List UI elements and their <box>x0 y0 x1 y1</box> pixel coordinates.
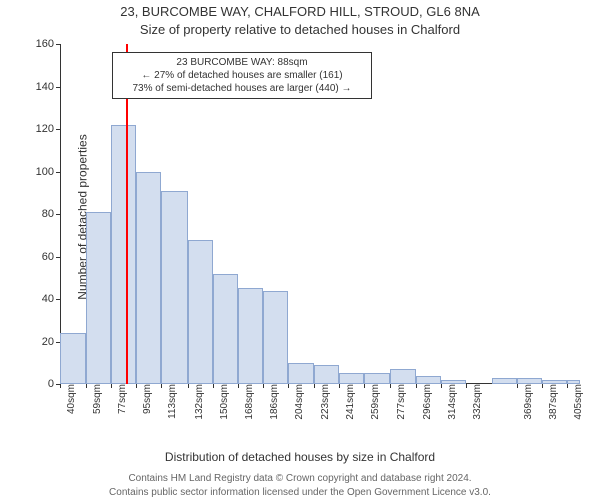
x-tick-label: 95sqm <box>140 384 153 414</box>
histogram-bar <box>238 288 263 384</box>
x-tick-mark <box>466 384 467 388</box>
footer-attribution-2: Contains public sector information licen… <box>0 487 600 498</box>
x-tick-label: 314sqm <box>445 384 458 420</box>
x-tick-mark <box>288 384 289 388</box>
x-tick-label: 186sqm <box>267 384 280 420</box>
x-tick-mark <box>263 384 264 388</box>
x-tick-label: 332sqm <box>470 384 483 420</box>
histogram-bar <box>288 363 314 384</box>
x-tick-label: 150sqm <box>217 384 230 420</box>
chart-title-sub: Size of property relative to detached ho… <box>0 22 600 37</box>
chart-container: 23, BURCOMBE WAY, CHALFORD HILL, STROUD,… <box>0 0 600 500</box>
x-tick-label: 168sqm <box>242 384 255 420</box>
x-tick-mark <box>188 384 189 388</box>
annotation-line-3: 73% of semi-detached houses are larger (… <box>119 82 365 95</box>
plot-area: 02040608010012014016040sqm59sqm77sqm95sq… <box>60 44 580 384</box>
annotation-line-1: 23 BURCOMBE WAY: 88sqm <box>119 56 365 69</box>
histogram-bar <box>188 240 213 385</box>
x-tick-label: 132sqm <box>192 384 205 420</box>
x-tick-label: 369sqm <box>521 384 534 420</box>
x-tick-mark <box>161 384 162 388</box>
histogram-bar <box>263 291 288 385</box>
footer-attribution-1: Contains HM Land Registry data © Crown c… <box>0 473 600 484</box>
histogram-bar <box>136 172 161 385</box>
chart-title-main: 23, BURCOMBE WAY, CHALFORD HILL, STROUD,… <box>0 4 600 19</box>
x-tick-mark <box>238 384 239 388</box>
x-tick-label: 113sqm <box>165 384 178 419</box>
y-tick-mark <box>56 257 60 258</box>
y-tick-mark <box>56 44 60 45</box>
x-tick-label: 204sqm <box>292 384 305 420</box>
x-tick-label: 387sqm <box>546 384 559 420</box>
histogram-bar <box>213 274 238 385</box>
x-tick-label: 59sqm <box>90 384 103 414</box>
y-tick-mark <box>56 172 60 173</box>
x-tick-mark <box>213 384 214 388</box>
x-axis-label: Distribution of detached houses by size … <box>0 450 600 464</box>
histogram-bar <box>416 376 441 385</box>
x-tick-label: 259sqm <box>368 384 381 420</box>
y-tick-mark <box>56 214 60 215</box>
histogram-bar <box>339 373 364 384</box>
x-tick-mark <box>567 384 568 388</box>
x-tick-mark <box>86 384 87 388</box>
y-tick-mark <box>56 129 60 130</box>
histogram-bar <box>60 333 86 384</box>
x-tick-mark <box>136 384 137 388</box>
x-tick-mark <box>416 384 417 388</box>
x-tick-mark <box>339 384 340 388</box>
histogram-bar <box>390 369 416 384</box>
y-tick-mark <box>56 299 60 300</box>
x-tick-mark <box>111 384 112 388</box>
x-tick-label: 296sqm <box>420 384 433 420</box>
annotation-line-2: ← 27% of detached houses are smaller (16… <box>119 69 365 82</box>
x-tick-label: 277sqm <box>394 384 407 420</box>
x-tick-mark <box>441 384 442 388</box>
x-tick-label: 77sqm <box>115 384 128 414</box>
x-tick-mark <box>517 384 518 388</box>
histogram-bar <box>364 373 389 384</box>
x-tick-label: 241sqm <box>343 384 356 420</box>
x-tick-mark <box>542 384 543 388</box>
annotation-box: 23 BURCOMBE WAY: 88sqm← 27% of detached … <box>112 52 372 99</box>
histogram-bar <box>161 191 187 384</box>
x-tick-mark <box>314 384 315 388</box>
histogram-bar <box>86 212 111 384</box>
histogram-bar <box>314 365 339 384</box>
x-tick-label: 40sqm <box>64 384 77 414</box>
x-tick-mark <box>364 384 365 388</box>
x-tick-label: 405sqm <box>571 384 584 420</box>
x-tick-label: 223sqm <box>318 384 331 420</box>
histogram-bar <box>111 125 136 384</box>
x-tick-mark <box>390 384 391 388</box>
histogram-bar <box>492 378 517 384</box>
y-tick-mark <box>56 87 60 88</box>
x-tick-mark <box>60 384 61 388</box>
